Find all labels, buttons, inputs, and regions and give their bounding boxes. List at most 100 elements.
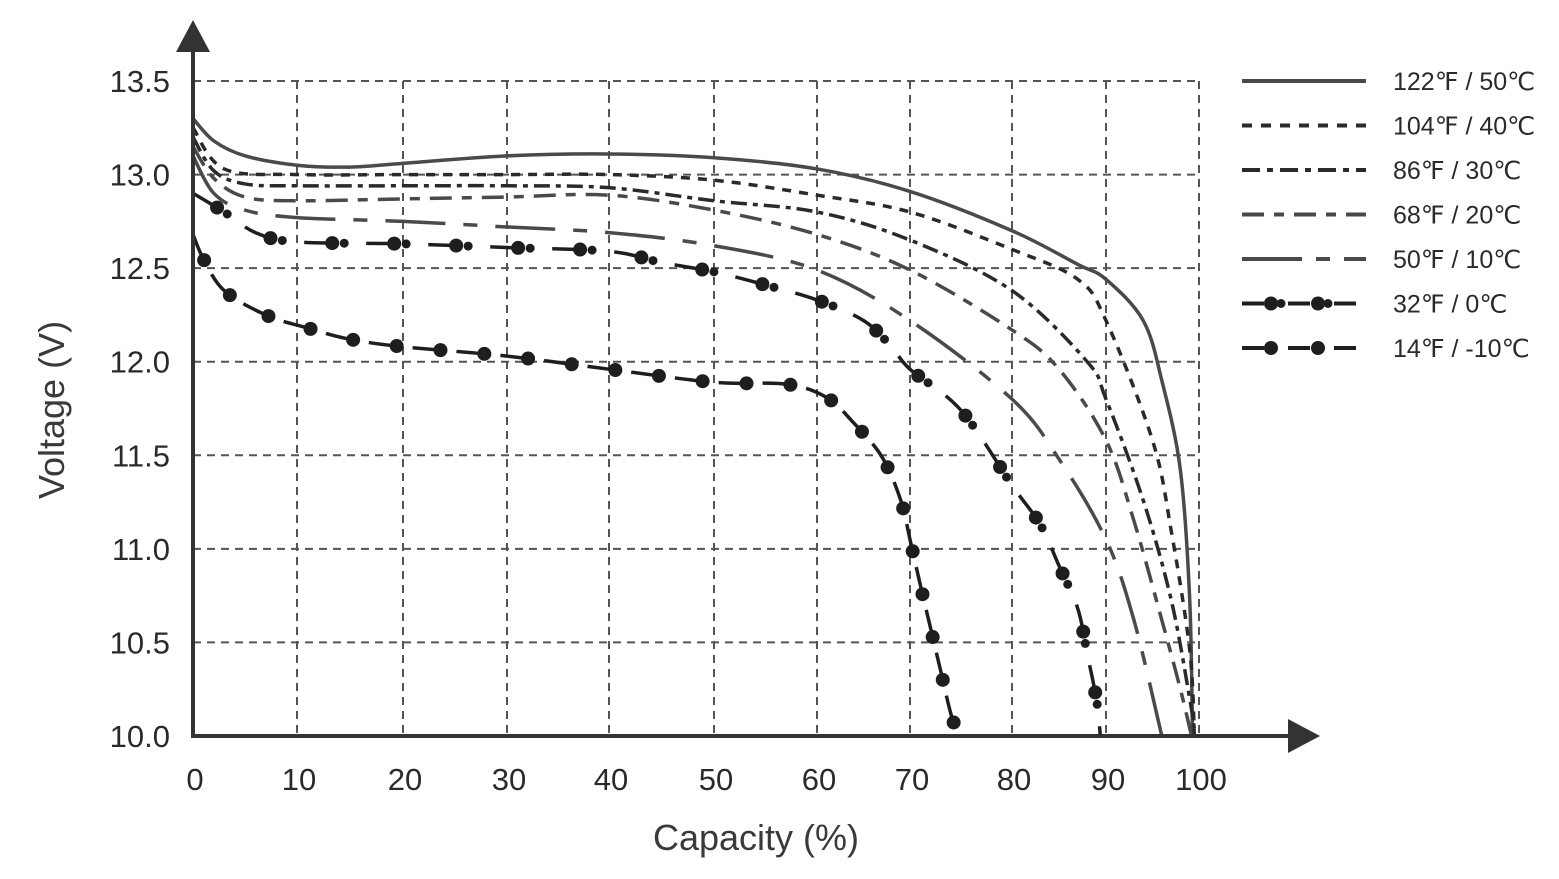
series-marker (521, 351, 536, 366)
x-axis-label: Capacity (%) (653, 817, 859, 858)
series-marker (695, 374, 710, 389)
series-marker (325, 236, 340, 251)
series-marker (573, 242, 588, 257)
series-marker (915, 587, 930, 602)
series-marker (783, 377, 798, 392)
series-marker (739, 376, 754, 391)
series-marker (401, 239, 411, 249)
series-marker (1063, 579, 1073, 589)
series-line (191, 145, 1194, 737)
series-marker (709, 267, 719, 277)
series-line (191, 233, 961, 737)
series-marker (1092, 699, 1102, 709)
y-tick-labels: 10.0 10.5 11.0 11.5 12.0 12.5 13.0 13.5 (110, 64, 170, 754)
legend-label: 32℉ / 0℃ (1393, 291, 1507, 319)
y-tick-label: 11.0 (112, 532, 170, 567)
series-marker (634, 250, 649, 265)
x-tick-label: 90 (1091, 762, 1125, 797)
series-marker (277, 235, 287, 245)
legend-marker (1323, 299, 1333, 308)
series-marker (755, 277, 770, 292)
series-marker (869, 323, 884, 338)
series-marker (993, 459, 1008, 474)
series-marker (935, 672, 950, 687)
x-tick-label: 50 (699, 762, 733, 797)
x-tick-label: 10 (282, 762, 316, 797)
x-tick-labels: 0 10 20 30 40 50 60 70 80 90 100 (186, 762, 1226, 797)
legend-item: 104℉ / 40℃ (1242, 113, 1535, 141)
series-marker (1055, 566, 1070, 581)
series-marker (463, 241, 473, 251)
series-marker (695, 262, 710, 277)
series-marker (587, 245, 597, 255)
series-marker (387, 236, 402, 251)
y-tick-label: 11.5 (112, 438, 170, 473)
legend-marker (1264, 341, 1278, 355)
series-1 (191, 126, 1197, 737)
legend-item: 14℉ / -10℃ (1242, 335, 1530, 363)
series-marker (925, 630, 940, 645)
legend-item: 86℉ / 30℃ (1242, 157, 1521, 185)
series-marker (814, 294, 829, 309)
x-tick-label: 20 (388, 762, 422, 797)
series-2 (191, 136, 1198, 737)
legend-marker (1264, 296, 1278, 311)
x-axis-arrow-icon (1288, 719, 1320, 753)
series-marker (477, 346, 492, 361)
series-marker (828, 301, 838, 311)
series-line (191, 155, 1164, 737)
legend-marker (1311, 296, 1325, 311)
series-4 (191, 155, 1164, 737)
series-lines (191, 117, 1198, 737)
series-5 (192, 191, 1103, 737)
x-tick-label: 100 (1175, 762, 1227, 797)
legend-item: 50℉ / 10℃ (1242, 246, 1521, 274)
legend-label: 104℉ / 40℃ (1393, 113, 1535, 141)
series-marker (210, 200, 225, 215)
y-axis-label: Voltage (V) (31, 321, 72, 499)
series-marker (197, 253, 212, 268)
legend-item: 68℉ / 20℃ (1242, 202, 1521, 230)
series-marker (339, 238, 349, 248)
series-marker (511, 240, 526, 255)
series-marker (946, 715, 961, 730)
series-marker (880, 334, 890, 344)
series-marker (958, 408, 973, 423)
series-marker (1080, 638, 1090, 648)
series-marker (222, 288, 237, 303)
series-marker (222, 209, 232, 219)
y-tick-label: 10.5 (110, 625, 170, 660)
series-marker (608, 363, 623, 378)
x-tick-label: 70 (895, 762, 929, 797)
series-marker (346, 332, 361, 347)
series-marker (261, 309, 276, 324)
series-marker (651, 368, 666, 383)
series-marker (769, 282, 779, 292)
series-marker (911, 368, 926, 383)
series-line (191, 126, 1197, 737)
series-marker (564, 357, 579, 372)
y-tick-label: 13.5 (110, 64, 170, 99)
legend-label: 122℉ / 50℃ (1393, 68, 1535, 96)
series-marker (389, 339, 404, 354)
series-marker (1076, 624, 1091, 639)
legend: 122℉ / 50℃ 104℉ / 40℃ 86℉ / 30℃ 68℉ / 20℃ 50… (1242, 68, 1535, 363)
series-6 (191, 233, 961, 737)
y-tick-label: 10.0 (110, 719, 170, 754)
legend-marker (1276, 299, 1286, 308)
legend-label: 86℉ / 30℃ (1393, 157, 1521, 185)
y-tick-label: 12.0 (110, 345, 170, 380)
series-marker (824, 393, 839, 408)
legend-label: 68℉ / 20℃ (1393, 202, 1521, 230)
series-marker (896, 501, 911, 516)
x-tick-label: 40 (594, 762, 628, 797)
series-marker (449, 238, 464, 253)
series-marker (854, 424, 869, 439)
series-marker (1088, 685, 1103, 700)
series-marker (968, 420, 978, 430)
series-marker (880, 460, 895, 475)
series-3 (191, 145, 1194, 737)
series-line (191, 117, 1195, 737)
y-tick-label: 13.0 (110, 158, 170, 193)
